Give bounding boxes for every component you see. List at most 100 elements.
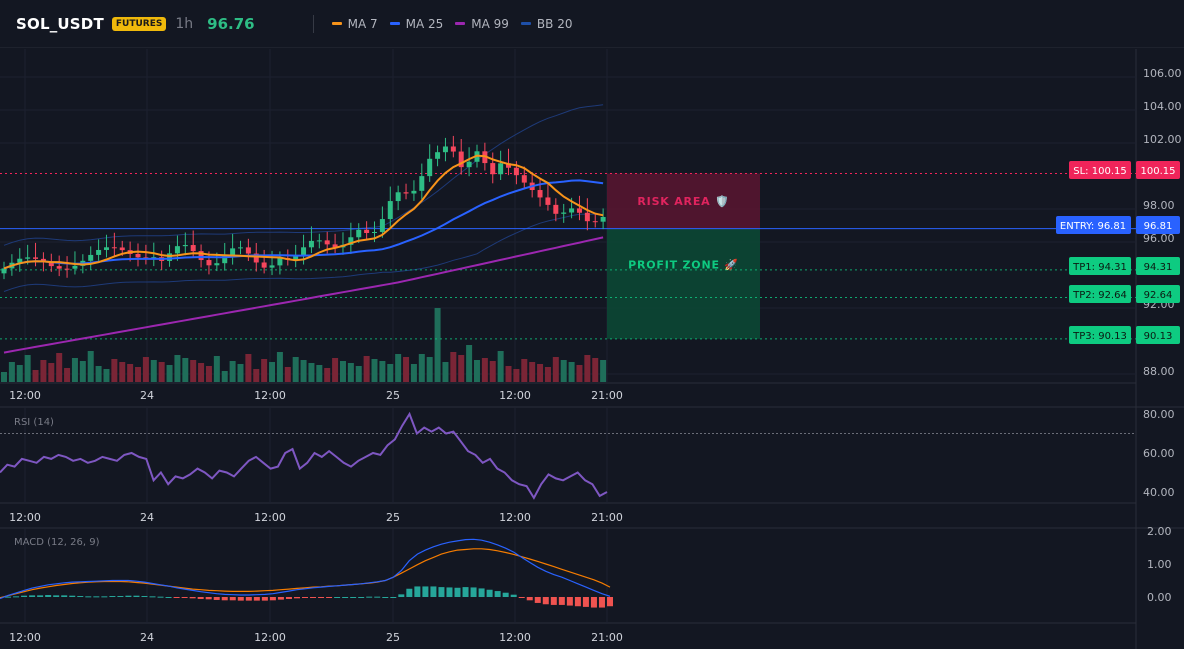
volume-bar xyxy=(442,362,449,382)
rsi-label: 60.00 xyxy=(1143,447,1175,460)
macd-hist-bar xyxy=(29,595,36,597)
volume-bar xyxy=(489,361,496,382)
candle-body xyxy=(411,190,417,194)
macd-hist-bar xyxy=(141,596,148,598)
volume-bar xyxy=(111,359,118,382)
candle-body xyxy=(576,208,582,213)
macd-title: MACD (12, 26, 9) xyxy=(14,537,100,548)
tp1-tag[interactable]: TP1: 94.31 94.31 xyxy=(1069,257,1180,275)
candle-body xyxy=(324,240,330,245)
volume-bar xyxy=(355,366,362,382)
macd-hist-bar xyxy=(574,597,581,607)
time-label: 12:00 xyxy=(499,631,531,644)
candle-body xyxy=(450,146,456,152)
candle-body xyxy=(513,167,519,176)
candle-body xyxy=(33,257,39,259)
candle-body xyxy=(119,247,125,251)
candle-body xyxy=(25,257,31,259)
macd-hist-bar xyxy=(37,595,44,597)
rsi-pane[interactable]: RSI (14) 80.00 60.00 40.00 12:00 24 12:0… xyxy=(0,408,1175,524)
risk-area-box[interactable] xyxy=(607,173,760,229)
time-label: 24 xyxy=(140,511,154,524)
macd-hist-bar xyxy=(69,595,76,597)
price-label: 98.00 xyxy=(1143,199,1175,212)
volume-bar xyxy=(174,355,181,382)
candle-body xyxy=(316,240,322,242)
tp3-tag[interactable]: TP3: 90.13 90.13 xyxy=(1069,326,1180,344)
candle-body xyxy=(458,151,464,168)
macd-hist-bar xyxy=(197,597,204,599)
candle-group xyxy=(1,135,606,280)
macd-hist-bar xyxy=(293,597,300,599)
time-label: 25 xyxy=(386,631,400,644)
candle-body xyxy=(419,176,425,191)
macd-hist-bar xyxy=(446,587,453,597)
macd-hist-bar xyxy=(253,597,260,601)
legend-bb20[interactable]: BB 20 xyxy=(520,17,572,31)
macd-hist-bar xyxy=(526,597,533,601)
macd-hist-bar xyxy=(607,597,613,607)
volume-bar xyxy=(592,358,599,382)
candle-body xyxy=(269,265,275,268)
candle-body xyxy=(103,247,109,250)
macd-hist-bar xyxy=(374,596,381,598)
macd-hist-bar xyxy=(366,596,373,598)
volume-bar xyxy=(434,308,441,382)
volume-bar xyxy=(395,354,402,382)
macd-hist-bar xyxy=(165,597,172,598)
macd-hist-bar xyxy=(422,586,429,597)
tp1-tag-label: TP1: 94.31 xyxy=(1072,262,1127,273)
macd-hist-bar xyxy=(285,597,292,599)
candle-body xyxy=(48,262,54,267)
time-axis-main[interactable]: 12:00 24 12:00 25 12:00 21:00 xyxy=(9,389,623,402)
candle-body xyxy=(261,262,267,268)
volume-bar xyxy=(332,358,339,382)
entry-tag-label: ENTRY: 96.81 xyxy=(1060,221,1126,232)
bb-lower xyxy=(3,213,604,292)
price-label: 104.00 xyxy=(1143,100,1182,113)
volume-bar xyxy=(16,365,23,382)
volume-bar xyxy=(269,362,276,382)
legend-ma7[interactable]: MA 7 xyxy=(331,17,378,31)
time-label: 12:00 xyxy=(254,511,286,524)
trade-zones: RISK AREA 🛡️ PROFIT ZONE 🚀 xyxy=(607,173,760,339)
volume-bar xyxy=(466,345,473,382)
legend-ma7-swatch xyxy=(331,22,342,25)
time-label: 24 xyxy=(140,389,154,402)
macd-hist-bar xyxy=(582,597,589,607)
symbol-name[interactable]: SOL_USDT xyxy=(16,14,104,33)
macd-hist-bar xyxy=(438,587,445,597)
sl-tag[interactable]: SL: 100.15 100.15 xyxy=(1069,161,1180,179)
legend-ma25[interactable]: MA 25 xyxy=(389,17,443,31)
macd-hist-bar xyxy=(245,597,252,601)
candle-body xyxy=(545,197,551,205)
macd-hist-bar xyxy=(390,597,397,598)
macd-hist-bar xyxy=(269,597,276,601)
candle-body xyxy=(569,208,575,213)
macd-hist-bar xyxy=(342,597,349,598)
volume-bar xyxy=(316,365,323,382)
timeframe-selector[interactable]: 1h xyxy=(175,15,194,32)
macd-hist-bar xyxy=(518,597,525,598)
ma25-line xyxy=(3,179,604,270)
volume-bar xyxy=(245,354,252,382)
profit-zone-box[interactable] xyxy=(607,228,760,339)
time-label: 21:00 xyxy=(591,631,623,644)
time-label: 12:00 xyxy=(499,511,531,524)
legend-ma99[interactable]: MA 99 xyxy=(455,17,509,31)
macd-hist-bar xyxy=(13,596,20,598)
volume-bar xyxy=(261,359,268,382)
tp2-tag[interactable]: TP2: 92.64 92.64 xyxy=(1069,285,1180,303)
volume-bar xyxy=(182,358,189,382)
macd-hist-bar xyxy=(45,595,52,597)
volume-bar xyxy=(32,370,39,382)
macd-pane[interactable]: MACD (12, 26, 9) 2.00 1.00 0.00 12:00 24… xyxy=(0,525,1172,644)
moving-averages xyxy=(3,154,604,354)
macd-hist-bar xyxy=(310,597,317,598)
entry-tag[interactable]: ENTRY: 96.81 96.81 xyxy=(1056,216,1180,234)
price-label: 106.00 xyxy=(1143,67,1182,80)
macd-hist-bar xyxy=(277,597,284,600)
bb-upper xyxy=(3,104,604,246)
candle-body xyxy=(237,247,243,249)
